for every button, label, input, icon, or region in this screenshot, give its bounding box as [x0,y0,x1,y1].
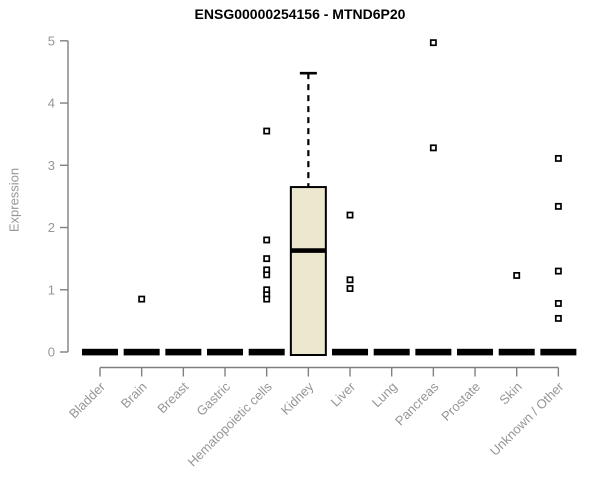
flat-box [165,348,202,356]
y-tick-label: 0 [48,345,55,360]
outlier-point [554,154,562,162]
outlier-point [138,295,146,303]
x-tick-label: Kidney [278,379,317,418]
x-tick-label: Unknown / Other [487,379,567,459]
flat-box [373,348,410,356]
outlier-point [429,39,437,47]
flat-box [498,348,535,356]
outlier-point [554,314,562,322]
x-tick-label: Bladder [66,379,109,422]
x-tick-label: Gastric [193,379,233,419]
chart-title: ENSG00000254156 - MTND6P20 [194,6,406,22]
x-tick-label: Brain [118,379,150,411]
outlier-point [263,236,271,244]
flat-box [540,348,577,356]
outlier-point [346,211,354,219]
x-tick-label: Prostate [438,379,483,424]
outlier-point [263,271,271,279]
outlier-point [263,127,271,135]
y-tick-label: 4 [48,96,55,111]
flat-box [332,348,369,356]
outlier-point [429,144,437,152]
x-tick-label: Liver [328,379,359,410]
flat-box [123,348,160,356]
outlier-point [346,285,354,292]
flat-box [207,348,244,356]
flat-box [415,348,452,356]
outlier-point [263,255,271,263]
y-tick-label: 1 [48,282,55,297]
x-tick-label: Lung [369,379,400,410]
outlier-point [554,300,562,307]
outlier-point [554,202,562,210]
box [289,186,327,356]
y-tick-label: 5 [48,33,55,48]
x-tick-label: Breast [154,379,191,416]
outlier-point [554,267,562,275]
flat-box [82,348,118,356]
y-tick-label: 3 [48,158,55,173]
y-tick-label: 2 [48,220,55,235]
flat-box [248,348,285,356]
outlier-point [346,276,354,284]
x-tick-label: Skin [496,379,524,407]
flat-box [457,348,494,356]
outlier-point [513,271,521,279]
outlier-point [263,295,271,303]
x-tick-label: Pancreas [392,379,442,429]
